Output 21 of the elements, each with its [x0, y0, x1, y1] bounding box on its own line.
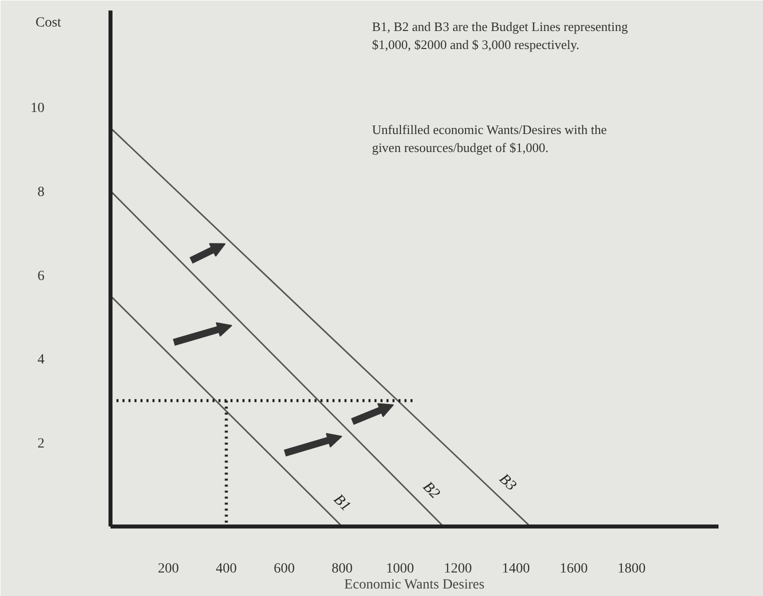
x-tick-label: 1200 [444, 562, 472, 576]
y-tick-label: 4 [38, 352, 44, 368]
x-tick-label: 800 [332, 562, 353, 576]
x-tick-label: 200 [158, 562, 179, 576]
x-tick-label: 400 [216, 562, 237, 576]
y-axis-title: Cost [36, 16, 62, 30]
text: B1 [330, 491, 354, 515]
annotation: Unfulfilled economic Wants/Desires with the given resources/budget of $1,000. [372, 122, 607, 155]
x-tick-label: 1600 [560, 562, 588, 576]
x-axis-title: Economic Wants Desires [344, 578, 484, 592]
y-tick-label: 2 [38, 436, 44, 452]
x-tick-label: 1000 [386, 562, 414, 576]
x-tick-label: 1800 [618, 562, 646, 576]
y-tick-label: 6 [38, 268, 44, 284]
x-tick-label: 1400 [502, 562, 530, 576]
annotation: B1, B2 and B3 are the Budget Lines representing $1,000, $2000 and $ 3,000 respectively. [372, 18, 628, 52]
y-tick-label: 10 [30, 100, 44, 116]
text: B2 [420, 478, 443, 502]
x-tick-label: 600 [274, 562, 295, 576]
y-tick-label: 8 [38, 184, 44, 200]
text: B3 [496, 471, 520, 494]
